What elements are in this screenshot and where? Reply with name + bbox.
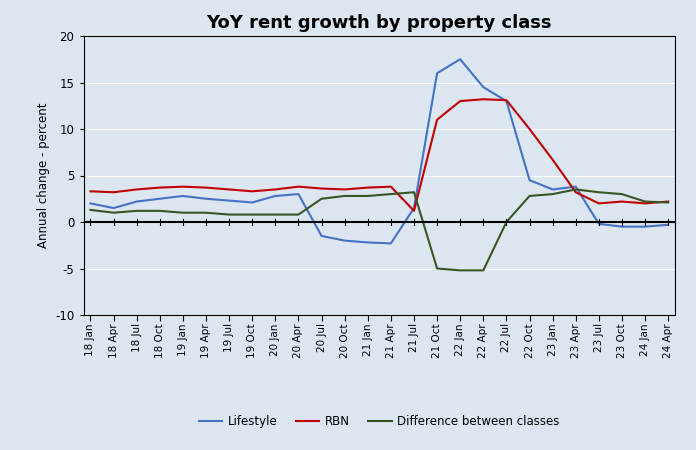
- Difference between classes: [571, 187, 580, 192]
- RBN: [248, 189, 256, 194]
- Lifestyle: [179, 193, 187, 198]
- RBN: [179, 184, 187, 189]
- Difference between classes: [456, 268, 464, 273]
- Difference between classes: [340, 193, 349, 198]
- RBN: [525, 126, 534, 132]
- Lifestyle: [132, 199, 141, 204]
- RBN: [641, 201, 649, 206]
- Legend: Lifestyle, RBN, Difference between classes: Lifestyle, RBN, Difference between class…: [194, 410, 564, 432]
- Lifestyle: [225, 198, 233, 203]
- Difference between classes: [248, 212, 256, 217]
- Line: Lifestyle: Lifestyle: [90, 59, 668, 243]
- Lifestyle: [248, 200, 256, 205]
- Lifestyle: [387, 241, 395, 246]
- Lifestyle: [156, 196, 164, 202]
- Lifestyle: [503, 99, 511, 104]
- RBN: [317, 186, 326, 191]
- Lifestyle: [571, 184, 580, 189]
- RBN: [387, 184, 395, 189]
- RBN: [132, 187, 141, 192]
- RBN: [271, 187, 280, 192]
- RBN: [294, 184, 303, 189]
- Difference between classes: [664, 200, 672, 205]
- Difference between classes: [202, 210, 210, 216]
- Lifestyle: [594, 221, 603, 226]
- RBN: [456, 99, 464, 104]
- Lifestyle: [271, 193, 280, 198]
- Difference between classes: [410, 189, 418, 195]
- Lifestyle: [618, 224, 626, 230]
- Difference between classes: [225, 212, 233, 217]
- Title: YoY rent growth by property class: YoY rent growth by property class: [207, 14, 552, 32]
- Lifestyle: [664, 222, 672, 228]
- RBN: [664, 199, 672, 204]
- Lifestyle: [340, 238, 349, 243]
- Difference between classes: [294, 212, 303, 217]
- Line: RBN: RBN: [90, 99, 668, 211]
- Lifestyle: [456, 57, 464, 62]
- Difference between classes: [641, 199, 649, 204]
- Difference between classes: [179, 210, 187, 216]
- Lifestyle: [641, 224, 649, 230]
- RBN: [479, 97, 487, 102]
- RBN: [618, 199, 626, 204]
- RBN: [340, 187, 349, 192]
- RBN: [410, 208, 418, 214]
- RBN: [202, 185, 210, 190]
- RBN: [571, 189, 580, 195]
- Lifestyle: [86, 201, 95, 206]
- Difference between classes: [317, 196, 326, 202]
- Difference between classes: [86, 207, 95, 212]
- RBN: [433, 117, 441, 122]
- Difference between classes: [271, 212, 280, 217]
- RBN: [594, 201, 603, 206]
- Y-axis label: Annual change - percent: Annual change - percent: [37, 103, 49, 248]
- Difference between classes: [548, 191, 557, 197]
- Line: Difference between classes: Difference between classes: [90, 189, 668, 270]
- RBN: [156, 185, 164, 190]
- RBN: [109, 189, 118, 195]
- Lifestyle: [294, 191, 303, 197]
- Difference between classes: [433, 266, 441, 271]
- Lifestyle: [433, 71, 441, 76]
- Difference between classes: [363, 193, 372, 198]
- RBN: [503, 98, 511, 103]
- Difference between classes: [594, 189, 603, 195]
- Difference between classes: [618, 191, 626, 197]
- Lifestyle: [410, 205, 418, 211]
- RBN: [363, 185, 372, 190]
- Lifestyle: [479, 85, 487, 90]
- Difference between classes: [156, 208, 164, 214]
- Lifestyle: [317, 233, 326, 238]
- Difference between classes: [109, 210, 118, 216]
- Difference between classes: [503, 219, 511, 225]
- RBN: [86, 189, 95, 194]
- Difference between classes: [525, 193, 534, 198]
- Difference between classes: [132, 208, 141, 214]
- Lifestyle: [363, 240, 372, 245]
- RBN: [225, 187, 233, 192]
- Lifestyle: [548, 187, 557, 192]
- Difference between classes: [387, 191, 395, 197]
- Lifestyle: [525, 177, 534, 183]
- Lifestyle: [202, 196, 210, 202]
- Lifestyle: [109, 205, 118, 211]
- RBN: [548, 157, 557, 162]
- Difference between classes: [479, 268, 487, 273]
